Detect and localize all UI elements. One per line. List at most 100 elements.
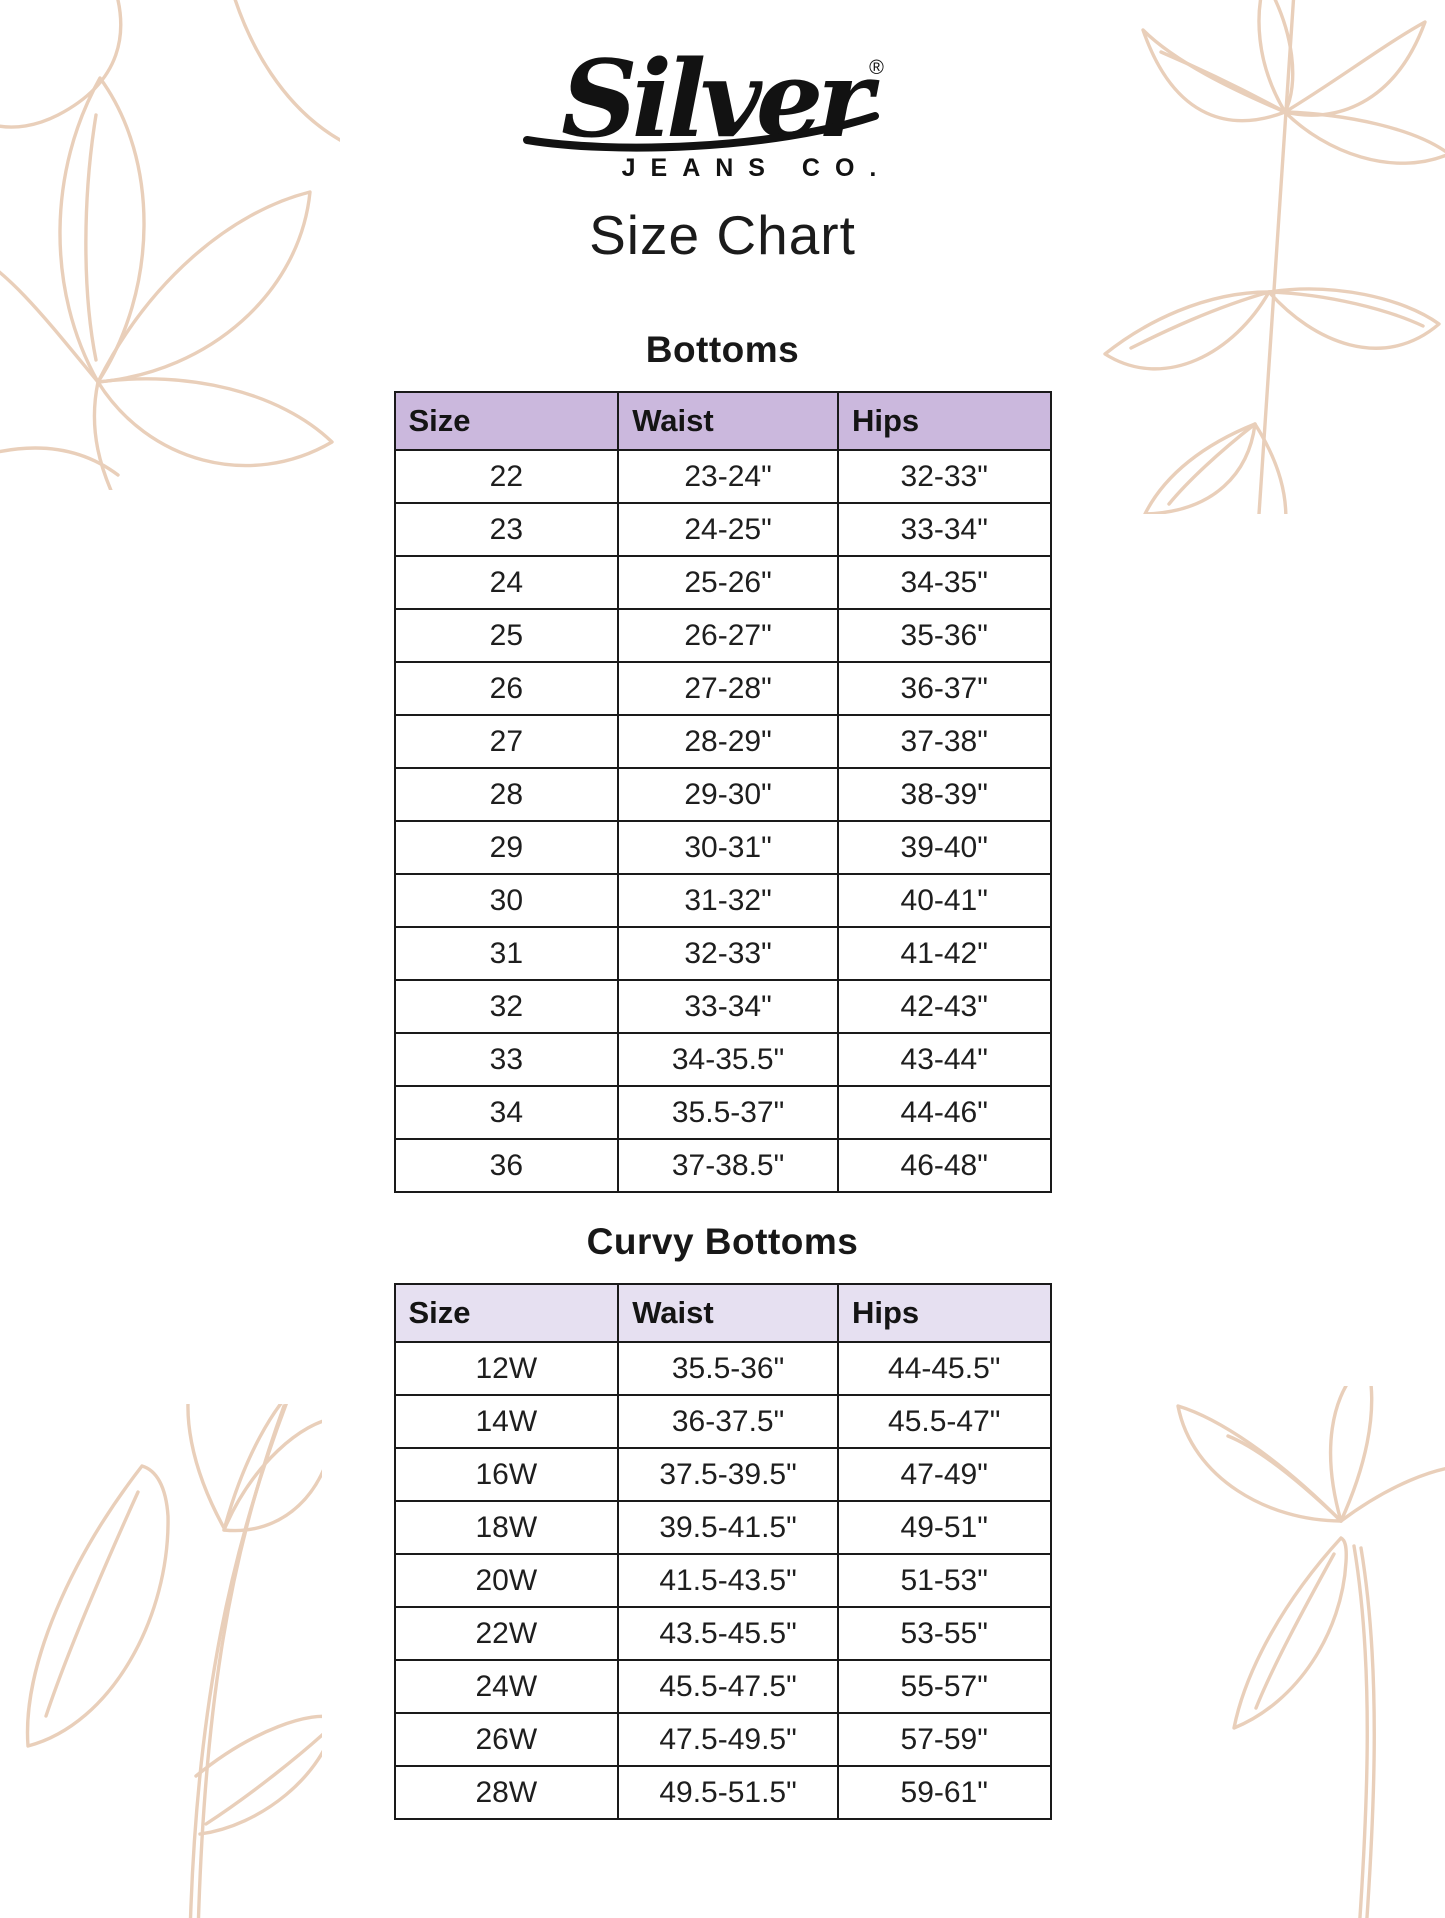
section-heading-bottoms: Bottoms bbox=[645, 329, 800, 370]
table-cell: 41.5-43.5" bbox=[617, 1553, 839, 1608]
column-header-waist: Waist bbox=[617, 1283, 839, 1343]
table-cell: 42-43" bbox=[836, 979, 1052, 1034]
table-cell: 26W bbox=[393, 1712, 620, 1767]
table-cell: 27 bbox=[393, 714, 620, 769]
table-cell: 24 bbox=[393, 555, 620, 610]
column-header-hips: Hips bbox=[836, 391, 1052, 451]
table-cell: 28-29" bbox=[617, 714, 839, 769]
table-cell: 39-40" bbox=[836, 820, 1052, 875]
table-cell: 41-42" bbox=[836, 926, 1052, 981]
table-row: 30 31-32" 40-41" bbox=[393, 873, 1052, 928]
table-cell: 49.5-51.5" bbox=[617, 1765, 839, 1820]
bottoms-size-table: Size Waist Hips 22 23-24" 32-33" 23 24-25" 33… bbox=[393, 391, 1052, 1193]
table-row: 22W 43.5-45.5" 53-55" bbox=[393, 1606, 1052, 1661]
table-row: 18W 39.5-41.5" 49-51" bbox=[393, 1500, 1052, 1555]
table-cell: 27-28" bbox=[617, 661, 839, 716]
table-cell: 35-36" bbox=[836, 608, 1052, 663]
table-cell: 35.5-37" bbox=[617, 1085, 839, 1140]
table-cell: 51-53" bbox=[836, 1553, 1052, 1608]
page-title: Size Chart bbox=[589, 204, 856, 266]
table-row: 23 24-25" 33-34" bbox=[393, 502, 1052, 557]
table-cell: 31 bbox=[393, 926, 620, 981]
table-row: 29 30-31" 39-40" bbox=[393, 820, 1052, 875]
table-cell: 44-45.5" bbox=[836, 1341, 1052, 1396]
table-cell: 32 bbox=[393, 979, 620, 1034]
column-header-size: Size bbox=[393, 391, 620, 451]
table-cell: 37.5-39.5" bbox=[617, 1447, 839, 1502]
table-cell: 39.5-41.5" bbox=[617, 1500, 839, 1555]
table-row: 36 37-38.5" 46-48" bbox=[393, 1138, 1052, 1193]
brand-subtitle: JEANS CO. bbox=[621, 154, 892, 182]
table-cell: 45.5-47" bbox=[836, 1394, 1052, 1449]
table-cell: 36-37" bbox=[836, 661, 1052, 716]
table-cell: 30 bbox=[393, 873, 620, 928]
table-cell: 59-61" bbox=[836, 1765, 1052, 1820]
table-row: 24 25-26" 34-35" bbox=[393, 555, 1052, 610]
table-row: 20W 41.5-43.5" 51-53" bbox=[393, 1553, 1052, 1608]
table-cell: 29 bbox=[393, 820, 620, 875]
column-header-hips: Hips bbox=[836, 1283, 1052, 1343]
registered-trademark: ® bbox=[869, 57, 884, 79]
table-cell: 23-24" bbox=[617, 449, 839, 504]
brand-logo: Silver ® JEANS CO. bbox=[0, 46, 1445, 181]
column-header-waist: Waist bbox=[617, 391, 839, 451]
table-cell: 40-41" bbox=[836, 873, 1052, 928]
table-cell: 55-57" bbox=[836, 1659, 1052, 1714]
table-cell: 31-32" bbox=[617, 873, 839, 928]
table-row: 24W 45.5-47.5" 55-57" bbox=[393, 1659, 1052, 1714]
table-cell: 43.5-45.5" bbox=[617, 1606, 839, 1661]
table-row: 28W 49.5-51.5" 59-61" bbox=[393, 1765, 1052, 1820]
table-cell: 26-27" bbox=[617, 608, 839, 663]
table-cell: 24-25" bbox=[617, 502, 839, 557]
table-cell: 29-30" bbox=[617, 767, 839, 822]
table-header-row: Size Waist Hips bbox=[393, 391, 1052, 451]
table-cell: 36 bbox=[393, 1138, 620, 1193]
table-row: 27 28-29" 37-38" bbox=[393, 714, 1052, 769]
section-heading-curvy-bottoms: Curvy Bottoms bbox=[586, 1221, 859, 1262]
table-cell: 34-35.5" bbox=[617, 1032, 839, 1087]
table-row: 33 34-35.5" 43-44" bbox=[393, 1032, 1052, 1087]
table-cell: 25 bbox=[393, 608, 620, 663]
table-cell: 38-39" bbox=[836, 767, 1052, 822]
table-cell: 36-37.5" bbox=[617, 1394, 839, 1449]
table-row: 31 32-33" 41-42" bbox=[393, 926, 1052, 981]
table-cell: 12W bbox=[393, 1341, 620, 1396]
table-cell: 49-51" bbox=[836, 1500, 1052, 1555]
table-cell: 18W bbox=[393, 1500, 620, 1555]
table-cell: 23 bbox=[393, 502, 620, 557]
table-cell: 16W bbox=[393, 1447, 620, 1502]
table-row: 16W 37.5-39.5" 47-49" bbox=[393, 1447, 1052, 1502]
logo-swash bbox=[523, 112, 880, 152]
table-cell: 47.5-49.5" bbox=[617, 1712, 839, 1767]
table-cell: 53-55" bbox=[836, 1606, 1052, 1661]
table-cell: 34-35" bbox=[836, 555, 1052, 610]
table-cell: 32-33" bbox=[617, 926, 839, 981]
table-row: 26 27-28" 36-37" bbox=[393, 661, 1052, 716]
table-row: 32 33-34" 42-43" bbox=[393, 979, 1052, 1034]
table-cell: 22W bbox=[393, 1606, 620, 1661]
table-cell: 28 bbox=[393, 767, 620, 822]
table-cell: 20W bbox=[393, 1553, 620, 1608]
curvy-bottoms-size-table: Size Waist Hips 12W 35.5-36" 44-45.5" 14W 36… bbox=[393, 1283, 1052, 1820]
table-header-row: Size Waist Hips bbox=[393, 1283, 1052, 1343]
table-row: 26W 47.5-49.5" 57-59" bbox=[393, 1712, 1052, 1767]
table-row: 25 26-27" 35-36" bbox=[393, 608, 1052, 663]
table-cell: 33-34" bbox=[617, 979, 839, 1034]
table-cell: 26 bbox=[393, 661, 620, 716]
table-cell: 45.5-47.5" bbox=[617, 1659, 839, 1714]
table-row: 28 29-30" 38-39" bbox=[393, 767, 1052, 822]
table-cell: 30-31" bbox=[617, 820, 839, 875]
table-cell: 37-38.5" bbox=[617, 1138, 839, 1193]
table-cell: 33 bbox=[393, 1032, 620, 1087]
table-cell: 33-34" bbox=[836, 502, 1052, 557]
column-header-size: Size bbox=[393, 1283, 620, 1343]
table-cell: 37-38" bbox=[836, 714, 1052, 769]
table-cell: 24W bbox=[393, 1659, 620, 1714]
table-cell: 46-48" bbox=[836, 1138, 1052, 1193]
table-cell: 14W bbox=[393, 1394, 620, 1449]
table-row: 14W 36-37.5" 45.5-47" bbox=[393, 1394, 1052, 1449]
table-cell: 47-49" bbox=[836, 1447, 1052, 1502]
table-cell: 22 bbox=[393, 449, 620, 504]
table-cell: 44-46" bbox=[836, 1085, 1052, 1140]
table-cell: 35.5-36" bbox=[617, 1341, 839, 1396]
